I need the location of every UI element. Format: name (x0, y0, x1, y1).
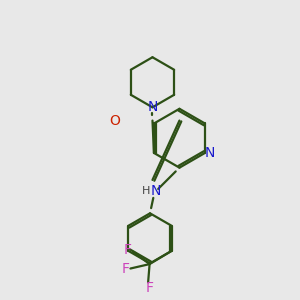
Text: F: F (124, 243, 132, 257)
Text: F: F (121, 262, 129, 275)
Text: H: H (142, 186, 150, 196)
Text: N: N (147, 100, 158, 114)
Text: N: N (204, 146, 214, 160)
Text: F: F (146, 281, 154, 295)
Text: N: N (151, 184, 161, 198)
Text: O: O (109, 114, 120, 128)
